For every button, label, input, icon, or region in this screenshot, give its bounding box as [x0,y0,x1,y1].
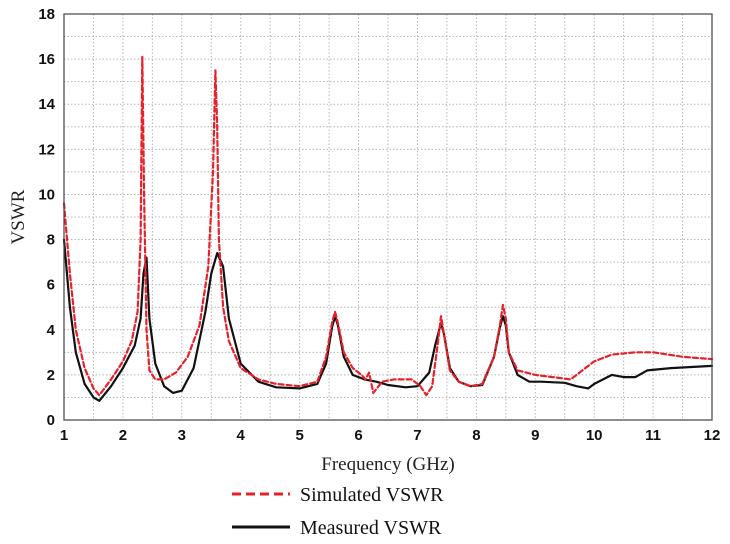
x-tick-label: 1 [60,427,68,444]
x-axis-label: Frequency (GHz) [321,454,454,475]
x-tick-label: 7 [413,427,421,444]
legend: Simulated VSWR Measured VSWR [232,484,444,539]
y-tick-labels: 0 2 4 6 8 10 12 14 16 18 [38,6,55,429]
y-tick-label: 12 [38,141,55,158]
y-tick-label: 0 [47,412,55,429]
x-tick-label: 9 [531,427,539,444]
y-tick-label: 16 [38,51,55,68]
x-tick-labels: 1 2 3 4 5 6 7 8 9 10 11 12 [60,427,721,444]
y-tick-label: 14 [38,96,55,113]
x-tick-label: 3 [178,427,186,444]
y-tick-label: 4 [47,322,56,339]
plot-frame [63,13,713,421]
x-tick-label: 10 [586,427,603,444]
series-line-simulated [62,55,714,397]
plot-series [62,55,714,402]
grid [64,14,712,420]
x-tick-label: 11 [645,427,661,444]
y-tick-label: 10 [38,186,55,203]
x-tick-label: 5 [295,427,303,444]
x-tick-label: 12 [704,427,721,444]
x-tick-label: 8 [472,427,480,444]
legend-label-measured: Measured VSWR [300,517,442,539]
x-tick-label: 2 [119,427,127,444]
y-tick-label: 6 [47,277,55,294]
y-tick-label: 18 [38,6,55,23]
y-axis-label: VSWR [8,189,29,244]
y-tick-label: 2 [47,367,55,384]
y-tick-label: 8 [47,232,55,249]
legend-label-simulated: Simulated VSWR [300,484,444,506]
x-tick-label: 4 [237,427,246,444]
x-tick-label: 6 [354,427,362,444]
